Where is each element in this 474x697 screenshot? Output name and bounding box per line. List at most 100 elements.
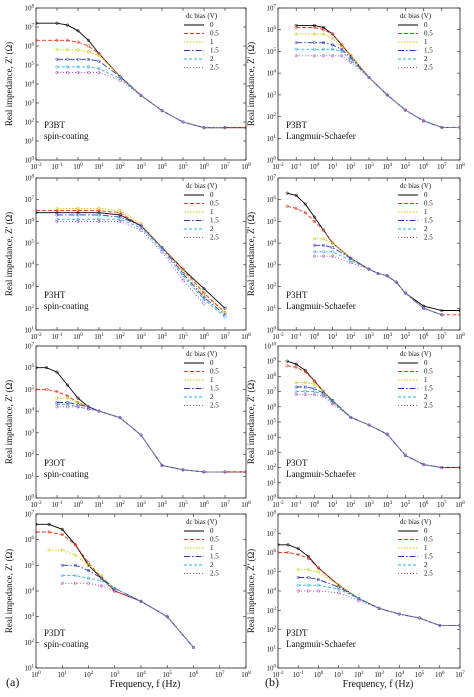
y-tick-label: 106 — [25, 536, 35, 544]
x-tick-label: 108 — [241, 501, 251, 509]
y-tick-label: 105 — [267, 218, 277, 226]
legend-label-1: 1 — [424, 38, 428, 46]
data-point — [294, 390, 298, 394]
x-tick-label: 103 — [364, 163, 374, 171]
data-point — [294, 23, 298, 27]
series-line-1 — [296, 382, 442, 469]
y-tick-label: 100 — [267, 327, 277, 335]
data-point — [97, 209, 101, 213]
x-tick-label: 104 — [382, 333, 392, 341]
legend-label-0: 0 — [210, 359, 214, 367]
y-tick-label: 104 — [25, 81, 35, 89]
data-point — [76, 211, 80, 215]
x-tick-label: 103 — [110, 671, 120, 679]
legend-label-0: 0 — [210, 191, 214, 199]
data-point — [394, 280, 398, 284]
data-point — [76, 48, 80, 52]
data-point — [285, 364, 289, 368]
data-point — [340, 43, 344, 47]
data-point — [86, 71, 91, 75]
data-point — [65, 38, 70, 42]
series-line-1 — [49, 549, 194, 648]
data-point — [55, 48, 59, 52]
data-point — [312, 393, 316, 397]
data-point — [316, 583, 320, 587]
y-tick-label: 101 — [25, 138, 35, 146]
data-point — [403, 291, 407, 295]
series-line-0.5 — [286, 205, 460, 316]
data-point — [55, 71, 59, 75]
data-point — [422, 306, 426, 310]
x-tick-label: 107 — [220, 163, 230, 171]
y-tick-label: 101 — [267, 479, 277, 487]
data-point — [47, 548, 51, 552]
data-point — [312, 237, 316, 241]
legend-label-2: 2 — [210, 561, 214, 569]
series-line-1.5 — [296, 386, 442, 469]
y-tick-label: 104 — [25, 408, 35, 416]
legend-title: dc bias (V) — [186, 518, 218, 526]
data-point — [60, 527, 64, 531]
data-point — [65, 48, 70, 52]
series-line-2 — [62, 575, 194, 648]
y-tick-label: 107 — [25, 343, 35, 351]
data-point — [118, 219, 122, 223]
legend-label-1: 1 — [424, 544, 428, 552]
x-tick-label: 102 — [84, 671, 94, 679]
y-tick-label: 108 — [25, 5, 35, 13]
data-point — [65, 394, 70, 398]
data-point — [60, 581, 64, 585]
data-point — [349, 415, 353, 419]
y-tick-label: 103 — [25, 613, 35, 621]
data-point — [55, 38, 59, 42]
series-line-0.5 — [278, 552, 460, 627]
data-point — [458, 308, 460, 313]
data-point — [139, 433, 143, 437]
y-tick-label: 103 — [25, 283, 35, 291]
x-tick-label: 100 — [31, 671, 41, 679]
x-tick-label: 101 — [334, 671, 344, 679]
data-point — [385, 93, 389, 97]
data-point — [296, 583, 300, 587]
data-point — [306, 575, 310, 580]
legend-label-0.5: 0.5 — [424, 200, 433, 208]
y-tick-label: 107 — [267, 530, 277, 538]
method-label: spin-coating — [44, 301, 89, 311]
data-point — [36, 209, 38, 213]
y-tick-label: 107 — [267, 175, 277, 183]
data-point — [55, 65, 59, 69]
data-point — [55, 211, 59, 215]
data-point — [312, 387, 316, 391]
data-point — [331, 43, 335, 47]
data-point — [202, 287, 206, 291]
y-tick-label: 107 — [267, 5, 277, 13]
legend-label-2.5: 2.5 — [210, 234, 219, 242]
data-point — [97, 219, 101, 223]
chart-p3dt-sc: 100 101 102 103 104 105 106 107 1081011021031041… — [4, 511, 251, 680]
y-tick-label: 102 — [25, 639, 35, 647]
data-point — [86, 405, 91, 409]
data-point — [65, 383, 70, 387]
data-point — [337, 583, 341, 587]
y-tick-label: 101 — [267, 305, 277, 313]
y-tick-label: 102 — [25, 305, 35, 313]
x-tick-label: 105 — [163, 671, 173, 679]
legend-label-0: 0 — [424, 527, 428, 535]
y-tick-label: 103 — [25, 429, 35, 437]
x-tick-label: 103 — [136, 333, 146, 341]
data-point — [312, 219, 316, 223]
data-point — [160, 245, 164, 250]
data-point — [36, 21, 38, 25]
data-point — [97, 53, 101, 58]
legend-label-1.5: 1.5 — [424, 553, 433, 561]
x-tick-label: 103 — [136, 163, 146, 171]
data-point — [440, 308, 444, 313]
data-point — [357, 597, 361, 601]
data-point — [312, 23, 316, 27]
data-point — [278, 550, 280, 555]
x-tick-label: 107 — [215, 671, 225, 679]
y-axis-label: Real impedance, Z' (Ω) — [246, 380, 256, 464]
data-point — [321, 228, 326, 232]
data-point — [312, 215, 316, 219]
data-point — [73, 563, 77, 567]
